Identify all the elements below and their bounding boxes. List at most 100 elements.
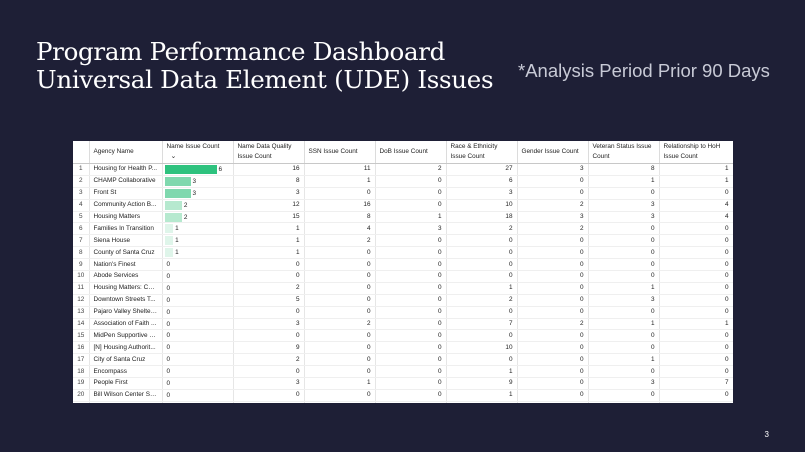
name-dq-cell: 1 [233, 246, 305, 260]
agency-name-cell: People First [89, 377, 163, 390]
table-row[interactable]: 18 Encompass 0 0 0 0 1 0 0 0 [73, 365, 733, 379]
table-row[interactable]: 20 Bill Wilson Center Sa... 0 0 0 0 1 0 0 0 [73, 389, 733, 402]
agency-name-cell: Abode Services [89, 270, 163, 283]
name-issue-value: 0 [166, 308, 171, 316]
column-header-veteran[interactable]: Veteran Status Issue Count [588, 141, 660, 164]
name-issue-value: 3 [192, 177, 197, 185]
name-issue-value: 0 [166, 273, 171, 281]
name-dq-cell: 0 [233, 270, 305, 283]
name-issue-cell: 0 [162, 353, 234, 367]
gender-cell: 0 [517, 377, 589, 390]
table-row[interactable]: 19 People First 0 3 1 0 9 0 3 7 [73, 377, 733, 390]
name-issue-cell: 0 [162, 401, 234, 403]
name-issue-value: 1 [175, 249, 179, 257]
name-issue-cell: 1 [162, 222, 234, 236]
name-dq-cell: 12 [233, 199, 305, 212]
veteran-cell: 3 [588, 211, 660, 224]
agency-name-cell: City of Santa Cruz [89, 353, 163, 367]
table-row[interactable]: 16 [N] Housing Authorit... 0 9 0 0 10 0 0 0 [73, 341, 733, 355]
chevron-down-icon[interactable]: ⌄ [170, 153, 177, 160]
name-dq-cell: 16 [233, 163, 305, 176]
row-index: 5 [73, 211, 90, 224]
ssn-cell: 11 [304, 163, 376, 176]
veteran-cell: 0 [588, 222, 660, 236]
veteran-cell: 3 [588, 377, 660, 390]
table-row[interactable]: 6 Families In Transition 1 1 4 3 2 2 0 0 [73, 222, 733, 236]
table-row[interactable]: 4 Community Action B... 2 12 16 0 10 2 3 4 [73, 199, 733, 212]
hoh-cell: 1 [659, 318, 733, 331]
dob-cell: 0 [375, 377, 447, 390]
name-issue-cell: 0 [162, 318, 234, 331]
name-issue-cell: 0 [162, 294, 234, 307]
table-row[interactable]: 10 Abode Services 0 0 0 0 0 0 0 0 [73, 270, 733, 283]
race-cell: 0 [446, 329, 518, 343]
agency-name-cell: Covenant House Cali... [89, 401, 163, 403]
column-header-hoh[interactable]: Relationship to HoH Issue Count [659, 141, 733, 164]
dob-cell: 0 [375, 187, 447, 200]
dob-cell: 0 [375, 365, 447, 379]
table-row[interactable]: 2 CHAMP Collaborative 3 8 1 0 6 0 1 1 [73, 175, 733, 188]
column-header-dob[interactable]: DoB Issue Count [375, 141, 447, 164]
hoh-cell: 4 [659, 211, 733, 224]
table-row[interactable]: 21Covenant House Cali...01000000 [73, 401, 733, 403]
gender-cell: 0 [517, 270, 589, 283]
table-row[interactable]: 9 Nation's Finest 0 0 0 0 0 0 0 0 [73, 258, 733, 272]
column-header-race[interactable]: Race & Ethnicity Issue Count [446, 141, 518, 164]
column-header-ssn[interactable]: SSN Issue Count [304, 141, 376, 164]
name-dq-cell: 0 [233, 365, 305, 379]
table-row[interactable]: 5 Housing Matters 2 15 8 1 18 3 3 4 [73, 211, 733, 224]
column-header-name-dq[interactable]: Name Data Quality Issue Count [233, 141, 305, 164]
name-issue-bar [164, 165, 217, 174]
agency-name-cell: Community Action B... [89, 199, 163, 212]
name-issue-value: 2 [183, 201, 188, 209]
race-cell: 10 [446, 199, 518, 212]
name-issue-value: 0 [166, 296, 171, 304]
dob-cell: 0 [375, 306, 447, 319]
ssn-cell: 4 [304, 222, 376, 236]
veteran-cell: 0 [588, 187, 660, 200]
veteran-cell: 1 [588, 282, 660, 295]
name-issue-cell: 2 [162, 211, 234, 224]
table-row[interactable]: 12 Downtown Streets T... 0 5 0 0 2 0 3 0 [73, 294, 733, 307]
gender-cell: 0 [517, 365, 589, 379]
column-header-name-issue[interactable]: Name Issue Count ⌄ [162, 141, 234, 164]
column-header-gender[interactable]: Gender Issue Count [517, 141, 589, 164]
gender-cell: 0 [517, 282, 589, 295]
row-index: 3 [73, 187, 90, 200]
table-row[interactable]: 7 Siena House 1 1 2 0 0 0 0 0 [73, 234, 733, 248]
veteran-cell: 0 [588, 234, 660, 248]
table-row[interactable]: 15 MidPen Supportive H... 0 0 0 0 0 0 0 0 [73, 329, 733, 343]
name-issue-value: 0 [166, 356, 171, 364]
race-cell: 0 [446, 270, 518, 283]
veteran-cell: 1 [588, 318, 660, 331]
gender-cell: 3 [517, 163, 589, 176]
row-index: 20 [73, 389, 90, 402]
ssn-cell: 1 [304, 377, 376, 390]
name-issue-cell: 2 [162, 199, 234, 212]
name-issue-value: 0 [166, 391, 171, 399]
gender-cell: 3 [517, 211, 589, 224]
agency-name-cell: Downtown Streets T... [89, 294, 163, 307]
ssn-cell: 0 [304, 341, 376, 355]
name-issue-bar [164, 236, 174, 246]
column-header-agency[interactable]: Agency Name [89, 141, 163, 164]
name-issue-cell: 0 [162, 389, 234, 402]
table-row[interactable]: 3 Front St 3 3 0 0 3 0 0 0 [73, 187, 733, 200]
veteran-cell: 3 [588, 294, 660, 307]
table-row[interactable]: 14 Association of Faith ... 0 3 2 0 7 2 1 1 [73, 318, 733, 331]
table-row[interactable]: 1 Housing for Health P... 6 16 11 2 27 3 8 1 [73, 163, 733, 176]
row-index: 7 [73, 234, 90, 248]
dob-cell: 0 [375, 282, 447, 295]
name-dq-cell: 1 [233, 222, 305, 236]
name-issue-cell: 3 [162, 175, 234, 188]
table-row[interactable]: 13 Pajaro Valley Shelter ... 0 0 0 0 0 0 0 0 [73, 306, 733, 319]
table-row[interactable]: 8 County of Santa Cruz 1 1 0 0 0 0 0 0 [73, 246, 733, 260]
table-row[interactable]: 11 Housing Matters: Col... 0 2 0 0 1 0 1 0 [73, 282, 733, 295]
gender-cell: 2 [517, 318, 589, 331]
agency-name-cell: Front St [89, 187, 163, 200]
dob-cell: 0 [375, 246, 447, 260]
table-row[interactable]: 17 City of Santa Cruz 0 2 0 0 0 0 1 0 [73, 353, 733, 367]
gender-cell: 0 [517, 246, 589, 260]
gender-cell: 0 [517, 329, 589, 343]
agency-name-cell: Nation's Finest [89, 258, 163, 272]
